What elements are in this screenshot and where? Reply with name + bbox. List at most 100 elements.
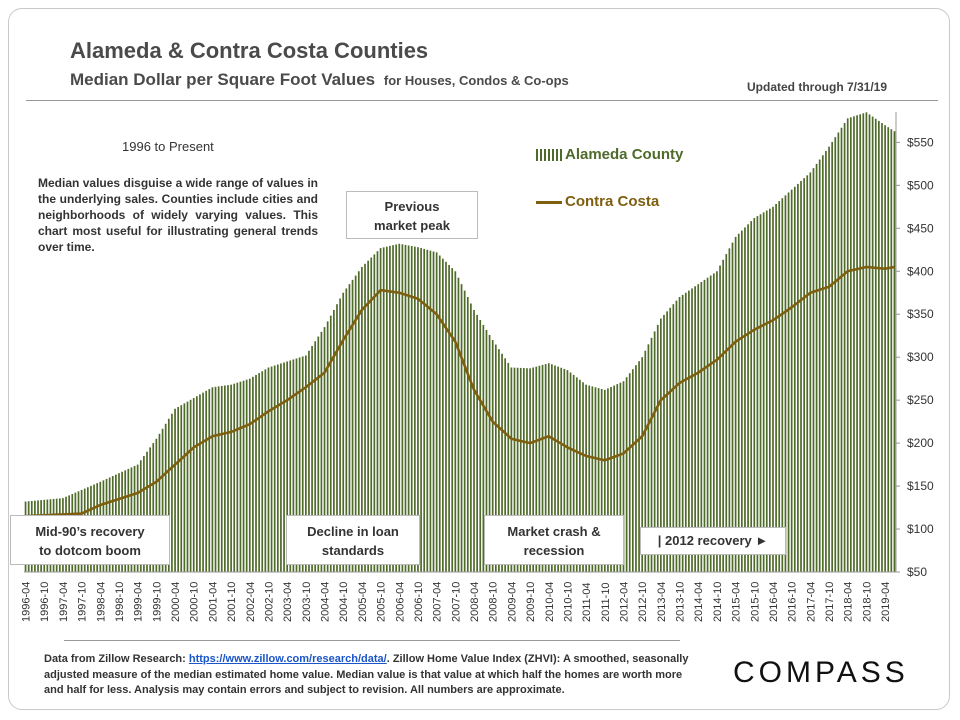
alameda-bar-2013-04 xyxy=(660,318,662,572)
alameda-bar-2013-12 xyxy=(684,292,687,572)
x-tick-label-2009-10: 2009-10 xyxy=(525,582,537,622)
alameda-bar-2011-10 xyxy=(603,389,606,572)
alameda-bar-2008-08 xyxy=(485,329,488,572)
alameda-bar-2004-11 xyxy=(345,288,348,572)
mid90s-line2: to dotcom boom xyxy=(39,543,141,558)
alameda-bar-2009-02 xyxy=(504,358,507,572)
alameda-bar-2009-08 xyxy=(522,368,525,572)
x-tick-label-2002-04: 2002-04 xyxy=(245,582,257,622)
y-tick-label-500: $500 xyxy=(907,178,934,192)
decline-line2: standards xyxy=(321,543,385,558)
alameda-bar-2002-11 xyxy=(270,366,273,572)
disclaimer-note: Median values disguise a wide range of v… xyxy=(38,176,318,254)
alameda-bar-2010-06 xyxy=(554,365,556,572)
alameda-bar-2006-05 xyxy=(401,244,404,572)
alameda-bar-2002-07 xyxy=(258,373,260,572)
x-tick-label-1996-10: 1996-10 xyxy=(39,582,51,622)
alameda-bar-2009-07 xyxy=(519,367,522,572)
contra-costa-line xyxy=(25,265,895,518)
x-tick-label-2018-10: 2018-10 xyxy=(861,582,873,622)
alameda-bar-2007-03 xyxy=(432,251,435,572)
alameda-bar-2001-09 xyxy=(227,385,229,572)
x-tick-label-2016-10: 2016-10 xyxy=(787,582,799,622)
alameda-bar-2009-10 xyxy=(529,368,531,572)
alameda-bar-2011-08 xyxy=(597,388,600,572)
alameda-bar-2016-09 xyxy=(787,192,790,573)
alameda-bar-2011-06 xyxy=(591,386,594,572)
alameda-bar-2007-06 xyxy=(442,258,444,572)
alameda-bar-2016-10 xyxy=(790,189,793,572)
alameda-bar-2002-01 xyxy=(239,381,242,572)
alameda-bar-2003-12 xyxy=(311,346,313,572)
alameda-bar-2010-11 xyxy=(569,372,572,572)
alameda-bar-2013-06 xyxy=(666,311,668,572)
alameda-bar-2010-10 xyxy=(566,370,569,572)
alameda-bar-2017-12 xyxy=(834,137,837,572)
alameda-bar-2002-06 xyxy=(255,374,257,572)
alameda-bar-2013-11 xyxy=(681,294,684,572)
y-axis: $50 $100 $150 $200 $250 $300 $350 $400 $450 $500 $… xyxy=(895,112,934,579)
alameda-bar-2001-03 xyxy=(208,389,211,572)
alameda-bar-2011-03 xyxy=(582,382,584,572)
alameda-bar-2002-05 xyxy=(252,376,254,572)
alameda-bar-2015-07 xyxy=(744,227,746,572)
alameda-bar-2007-04 xyxy=(435,252,438,573)
alameda-bar-2017-02 xyxy=(803,178,805,573)
x-tick-label-2012-04: 2012-04 xyxy=(619,582,631,622)
alameda-bar-2017-10 xyxy=(828,146,830,573)
recovery-callout: | 2012 recovery ► xyxy=(640,527,786,555)
alameda-bar-2009-01 xyxy=(501,353,503,572)
x-tick-label-2010-04: 2010-04 xyxy=(544,582,556,622)
x-tick-label-2002-10: 2002-10 xyxy=(263,582,275,622)
alameda-bar-2005-08 xyxy=(373,254,376,573)
alameda-bar-2009-05 xyxy=(513,367,516,572)
x-tick-label-2016-04: 2016-04 xyxy=(768,582,780,622)
alameda-bar-2012-06 xyxy=(628,373,631,572)
alameda-bar-2008-12 xyxy=(498,349,500,572)
alameda-bar-2000-05 xyxy=(177,406,180,572)
alameda-bar-2000-10 xyxy=(192,398,195,572)
alameda-bar-2018-09 xyxy=(862,113,865,573)
alameda-bar-2012-08 xyxy=(635,365,637,572)
alameda-bar-2018-05 xyxy=(849,117,852,572)
alameda-bar-2001-07 xyxy=(220,385,223,572)
y-tick-label-400: $400 xyxy=(907,264,934,278)
crash-callout: Market crash & recession xyxy=(484,515,624,565)
x-tick-label-2017-10: 2017-10 xyxy=(824,582,836,622)
alameda-bar-2005-04 xyxy=(361,266,363,572)
alameda-bar-2015-09 xyxy=(750,221,753,572)
alameda-bar-2010-02 xyxy=(541,364,544,572)
x-tick-label-2018-04: 2018-04 xyxy=(843,582,855,622)
alameda-bar-2011-07 xyxy=(594,387,597,572)
alameda-bar-2017-11 xyxy=(831,141,834,572)
alameda-bar-2014-08 xyxy=(709,275,712,572)
alameda-bar-2018-06 xyxy=(853,116,855,572)
alameda-bar-2003-01 xyxy=(276,364,279,572)
x-tick-label-2007-04: 2007-04 xyxy=(432,582,444,622)
chart-subtitle: Median Dollar per Square Foot Values for… xyxy=(70,70,569,90)
alameda-bar-2013-02 xyxy=(653,331,656,572)
alameda-bar-2017-04 xyxy=(809,172,812,572)
alameda-bar-2005-05 xyxy=(364,263,366,572)
source-link[interactable]: https://www.zillow.com/research/data/ xyxy=(188,653,387,665)
y-tick-label-300: $300 xyxy=(907,350,934,364)
alameda-bar-2015-02 xyxy=(728,248,731,572)
legend-alameda-label: Alameda County xyxy=(565,146,684,163)
alameda-bar-2016-05 xyxy=(775,203,777,572)
x-tick-label-2015-04: 2015-04 xyxy=(731,582,743,622)
y-tick-label-550: $550 xyxy=(907,135,934,149)
period-label: 1996 to Present xyxy=(122,139,214,154)
alameda-bar-2003-11 xyxy=(308,350,310,572)
x-tick-label-2007-10: 2007-10 xyxy=(450,582,462,622)
alameda-bar-2015-06 xyxy=(740,230,743,572)
alameda-bar-2017-09 xyxy=(825,150,827,572)
alameda-bar-2008-07 xyxy=(482,324,485,572)
alameda-bar-2019-06 xyxy=(890,129,893,572)
alameda-bar-2008-11 xyxy=(494,344,497,572)
alameda-bar-2010-09 xyxy=(563,368,566,572)
alameda-bar-2002-03 xyxy=(245,379,248,572)
x-tick-label-2014-04: 2014-04 xyxy=(693,582,705,622)
alameda-bar-2015-03 xyxy=(731,242,734,572)
alameda-bar-2011-04 xyxy=(585,384,587,572)
alameda-bar-2016-03 xyxy=(769,208,771,572)
